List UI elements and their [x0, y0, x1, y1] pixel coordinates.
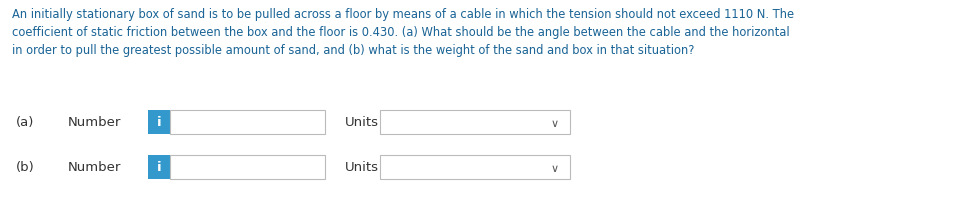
- Bar: [170, 155, 325, 179]
- Bar: [380, 155, 570, 179]
- Text: i: i: [157, 116, 161, 129]
- Bar: [148, 155, 170, 179]
- Text: (a): (a): [16, 116, 34, 129]
- Text: ∨: ∨: [551, 118, 559, 128]
- Text: An initially stationary box of sand is to be pulled across a floor by means of a: An initially stationary box of sand is t…: [12, 8, 795, 57]
- Bar: [148, 110, 170, 134]
- Text: Units: Units: [345, 116, 379, 129]
- Text: (b): (b): [16, 161, 35, 174]
- Bar: [170, 110, 325, 134]
- Text: i: i: [157, 161, 161, 174]
- Text: Number: Number: [68, 161, 121, 174]
- Text: ∨: ∨: [551, 163, 559, 173]
- Bar: [380, 110, 570, 134]
- Text: Units: Units: [345, 161, 379, 174]
- Text: Number: Number: [68, 116, 121, 129]
